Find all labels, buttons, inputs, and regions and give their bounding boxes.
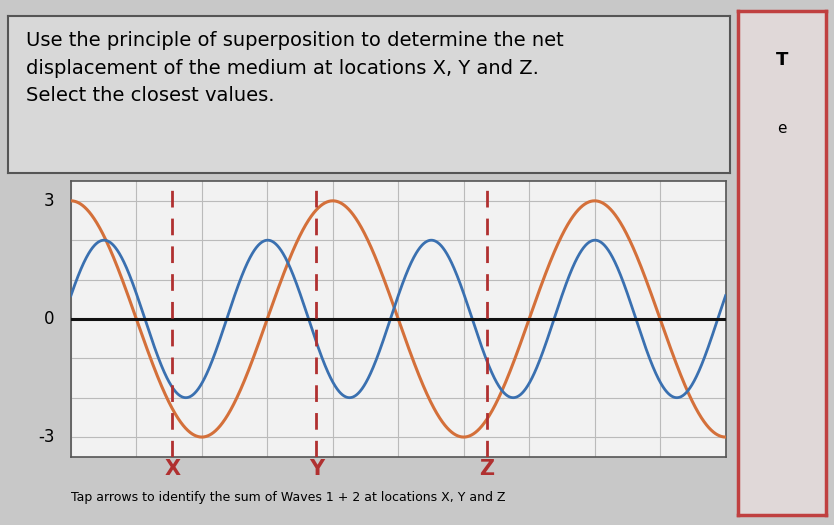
Text: Y: Y [309, 459, 324, 479]
Text: 0: 0 [44, 310, 54, 328]
Text: T: T [776, 51, 788, 69]
Text: X: X [164, 459, 180, 479]
Text: Tap arrows to identify the sum of Waves 1 + 2 at locations X, Y and Z: Tap arrows to identify the sum of Waves … [71, 491, 505, 504]
Text: -3: -3 [38, 428, 54, 446]
Text: Z: Z [479, 459, 495, 479]
Text: Use the principle of superposition to determine the net
displacement of the medi: Use the principle of superposition to de… [27, 32, 564, 105]
Text: e: e [777, 121, 786, 136]
Text: 3: 3 [44, 192, 54, 210]
